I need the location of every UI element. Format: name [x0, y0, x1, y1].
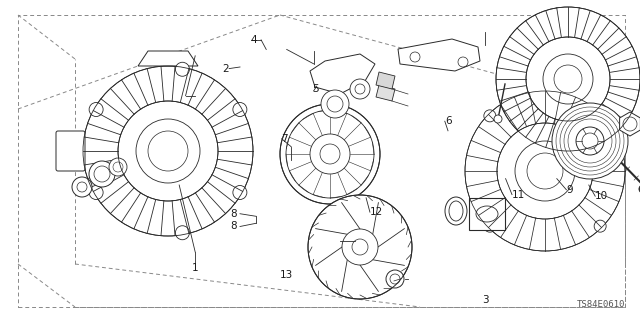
Circle shape: [342, 229, 378, 265]
Polygon shape: [525, 76, 565, 91]
Circle shape: [386, 270, 404, 288]
Text: TS84E0610: TS84E0610: [577, 300, 625, 309]
Circle shape: [594, 220, 606, 232]
Text: 8: 8: [230, 221, 237, 232]
Polygon shape: [398, 39, 480, 71]
Circle shape: [465, 91, 625, 251]
Circle shape: [280, 104, 380, 204]
Circle shape: [310, 134, 350, 174]
Text: 2: 2: [223, 63, 229, 74]
Circle shape: [494, 115, 502, 123]
FancyBboxPatch shape: [56, 131, 85, 171]
Circle shape: [526, 37, 610, 121]
Circle shape: [594, 110, 606, 122]
Text: 10: 10: [595, 191, 609, 201]
Text: 8: 8: [230, 209, 237, 219]
Circle shape: [233, 186, 247, 199]
Circle shape: [576, 127, 604, 155]
Text: 3: 3: [482, 295, 488, 305]
Polygon shape: [376, 85, 395, 101]
Circle shape: [89, 161, 115, 187]
Circle shape: [350, 79, 370, 99]
Text: 9: 9: [566, 185, 573, 195]
Circle shape: [321, 90, 349, 118]
Circle shape: [552, 103, 628, 179]
Text: 6: 6: [445, 116, 451, 126]
Circle shape: [89, 102, 103, 116]
Circle shape: [233, 102, 247, 116]
Circle shape: [136, 119, 200, 183]
Text: 1: 1: [192, 263, 198, 273]
Polygon shape: [469, 198, 505, 230]
Circle shape: [639, 185, 640, 193]
Circle shape: [118, 101, 218, 201]
Circle shape: [308, 195, 412, 299]
Circle shape: [175, 62, 189, 76]
Text: 13: 13: [280, 270, 293, 279]
Circle shape: [83, 66, 253, 236]
Circle shape: [497, 123, 593, 219]
Circle shape: [175, 226, 189, 240]
Text: 12: 12: [370, 207, 383, 217]
Text: 11: 11: [512, 189, 525, 200]
Circle shape: [484, 110, 496, 122]
Circle shape: [515, 141, 575, 201]
Polygon shape: [376, 72, 395, 89]
Text: 4: 4: [251, 35, 257, 45]
Ellipse shape: [445, 197, 467, 225]
Polygon shape: [138, 51, 198, 66]
Polygon shape: [310, 54, 375, 94]
Circle shape: [72, 177, 92, 197]
Circle shape: [496, 7, 640, 151]
Circle shape: [109, 158, 127, 176]
Circle shape: [484, 220, 496, 232]
Text: 7: 7: [282, 134, 288, 144]
Text: 5: 5: [312, 84, 319, 94]
Circle shape: [89, 186, 103, 199]
Polygon shape: [620, 112, 640, 136]
Circle shape: [543, 54, 593, 104]
